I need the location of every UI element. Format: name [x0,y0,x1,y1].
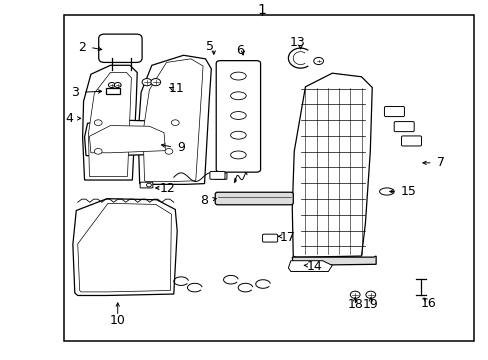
Ellipse shape [230,72,245,80]
Text: 9: 9 [177,140,184,154]
Circle shape [151,78,160,86]
Text: 13: 13 [289,36,305,49]
Text: 6: 6 [235,44,243,57]
FancyBboxPatch shape [140,182,153,188]
Polygon shape [84,120,170,156]
Bar [105,87,120,94]
Text: 15: 15 [400,185,416,198]
Polygon shape [138,55,211,184]
Bar [64,15,473,341]
Ellipse shape [230,131,245,139]
Circle shape [171,120,179,126]
Circle shape [94,148,102,154]
FancyBboxPatch shape [215,192,293,205]
Circle shape [142,78,152,86]
Polygon shape [78,203,171,292]
Ellipse shape [230,151,245,159]
Circle shape [349,291,359,298]
Circle shape [108,82,115,87]
FancyBboxPatch shape [214,173,226,179]
Circle shape [365,291,375,298]
Text: 18: 18 [346,298,363,311]
Ellipse shape [230,92,245,100]
Text: 19: 19 [362,298,378,311]
Polygon shape [292,73,371,257]
FancyBboxPatch shape [99,34,142,62]
Polygon shape [143,59,203,181]
Circle shape [94,120,102,126]
Polygon shape [82,65,137,180]
Text: 2: 2 [78,41,86,54]
Text: 14: 14 [306,260,322,273]
Polygon shape [89,126,165,153]
Text: 5: 5 [206,40,214,53]
Circle shape [146,183,151,187]
Circle shape [313,57,323,64]
FancyBboxPatch shape [262,234,277,242]
Text: 10: 10 [110,314,125,327]
FancyBboxPatch shape [393,122,413,132]
Text: 12: 12 [160,183,176,195]
Text: 16: 16 [420,297,436,310]
FancyBboxPatch shape [384,107,404,117]
FancyBboxPatch shape [401,136,421,146]
Text: 11: 11 [168,82,184,95]
Text: 4: 4 [65,112,73,125]
FancyBboxPatch shape [216,60,260,172]
Text: 1: 1 [257,3,265,17]
Polygon shape [73,199,177,296]
Ellipse shape [379,188,393,195]
Ellipse shape [230,112,245,120]
Text: 3: 3 [71,86,79,99]
Text: 17: 17 [279,231,295,244]
Polygon shape [88,72,131,176]
Circle shape [114,82,121,87]
Text: 7: 7 [436,156,444,169]
Polygon shape [288,261,331,271]
FancyBboxPatch shape [209,171,224,179]
Text: 8: 8 [200,194,207,207]
Circle shape [164,148,172,154]
Polygon shape [292,256,375,265]
